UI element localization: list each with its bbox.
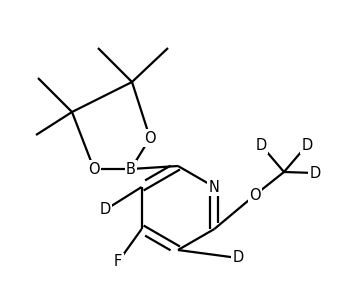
Text: D: D xyxy=(301,138,313,153)
Text: B: B xyxy=(126,161,136,177)
Text: O: O xyxy=(88,161,100,177)
Text: D: D xyxy=(309,165,321,181)
Text: N: N xyxy=(209,180,220,195)
Text: D: D xyxy=(233,251,244,266)
Text: O: O xyxy=(249,188,261,203)
Text: D: D xyxy=(255,138,267,153)
Text: D: D xyxy=(99,203,111,217)
Text: O: O xyxy=(144,130,156,146)
Text: F: F xyxy=(114,255,122,270)
